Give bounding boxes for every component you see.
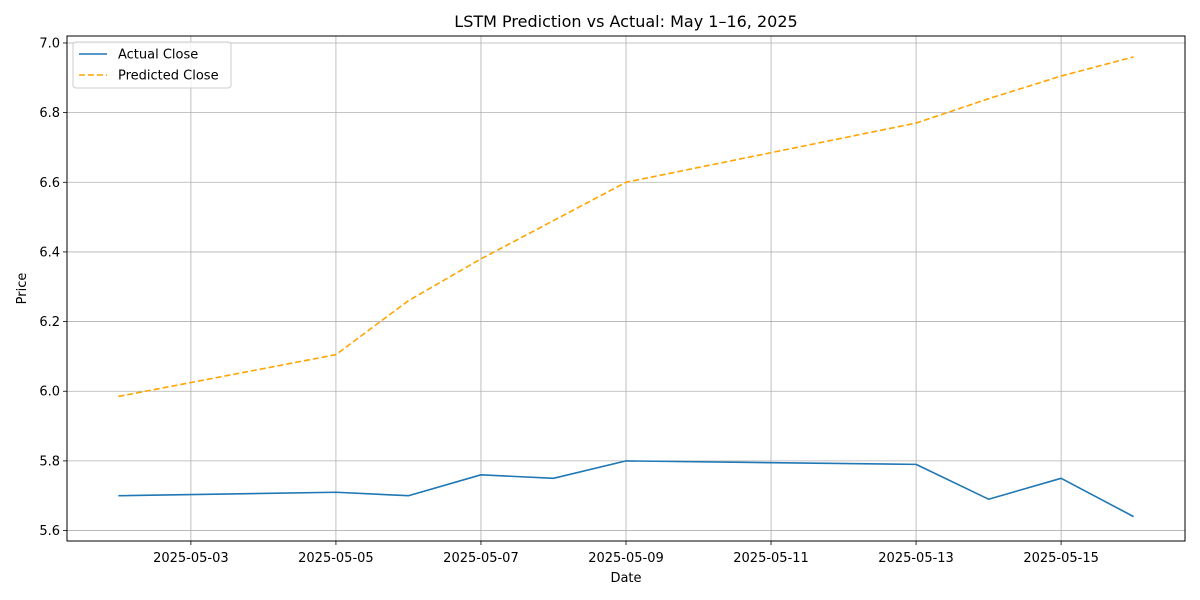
x-tick-label: 2025-05-09 — [588, 551, 664, 566]
x-tick-label: 2025-05-11 — [733, 551, 809, 566]
legend-entry-label: Predicted Close — [118, 69, 219, 84]
legend: Actual Close Predicted Close — [72, 41, 232, 89]
legend-entry-label: Actual Close — [118, 48, 198, 63]
x-tick-label: 2025-05-03 — [153, 551, 229, 566]
y-tick-label: 6.6 — [39, 176, 60, 191]
y-tick-label: 6.8 — [39, 106, 60, 121]
x-tick-label: 2025-05-07 — [443, 551, 519, 566]
series-line-actual-close — [118, 460, 1135, 518]
y-tick-label: 5.8 — [39, 454, 60, 469]
x-tick-label: 2025-05-13 — [878, 551, 954, 566]
chart-title: LSTM Prediction vs Actual: May 1–16, 202… — [454, 12, 797, 31]
series-line-predicted-close — [118, 56, 1134, 398]
y-tick-label: 6.0 — [39, 385, 60, 400]
x-axis-label: Date — [610, 571, 641, 586]
series-layer — [118, 56, 1135, 518]
x-tick-label: 2025-05-15 — [1023, 551, 1099, 566]
y-tick-label: 5.6 — [39, 524, 60, 539]
y-axis-ticks: 5.6 5.8 6.0 6.2 6.4 6.6 6.8 7.0 — [39, 36, 67, 539]
legend-box — [72, 41, 232, 89]
y-tick-label: 6.4 — [39, 245, 60, 260]
x-axis-ticks: 2025-05-03 2025-05-05 2025-05-07 2025-05-09… — [153, 541, 1099, 566]
y-axis-label: Price — [15, 273, 30, 305]
x-tick-label: 2025-05-05 — [298, 551, 374, 566]
y-tick-label: 6.2 — [39, 315, 60, 330]
y-tick-label: 7.0 — [39, 36, 60, 51]
